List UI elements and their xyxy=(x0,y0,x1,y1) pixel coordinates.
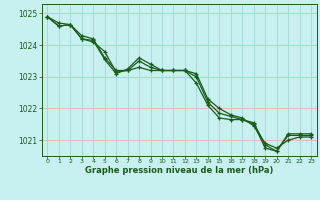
X-axis label: Graphe pression niveau de la mer (hPa): Graphe pression niveau de la mer (hPa) xyxy=(85,166,273,175)
